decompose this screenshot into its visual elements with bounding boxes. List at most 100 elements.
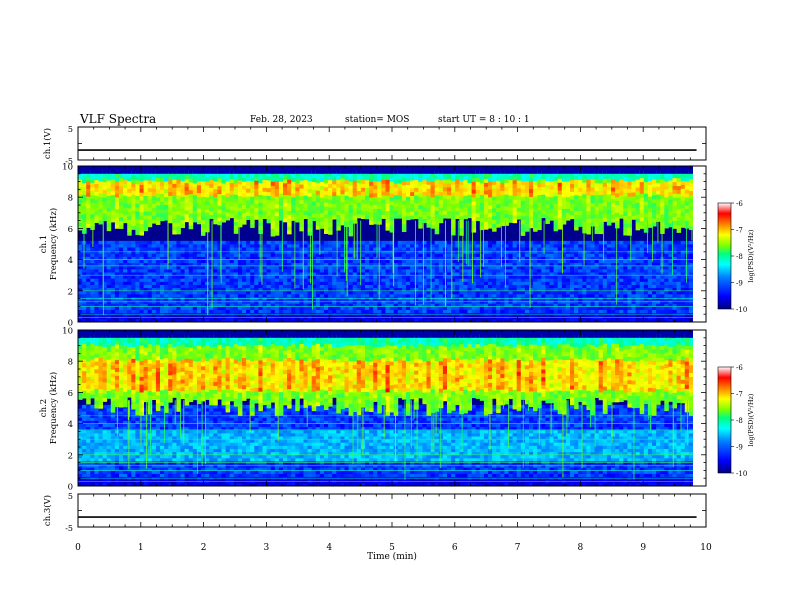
noise-cell: [541, 240, 546, 245]
noise-cell: [529, 272, 534, 276]
noise-cell: [291, 272, 296, 276]
emission-cell: [250, 223, 255, 228]
noise-cell: [324, 284, 329, 289]
noise-cell: [151, 265, 157, 270]
noise-cell: [266, 309, 272, 314]
emission-cell: [143, 172, 149, 177]
noise-cell: [151, 287, 157, 292]
noise-cell: [389, 265, 395, 270]
noise-cell: [196, 278, 202, 282]
noise-cell: [147, 253, 153, 257]
noise-cell: [479, 256, 485, 260]
noise-cell: [176, 284, 181, 289]
noise-cell: [504, 240, 509, 245]
noise-cell: [652, 247, 657, 251]
noise-cell: [352, 318, 358, 323]
noise-cell: [98, 268, 103, 273]
emission-cell: [82, 190, 87, 195]
emission-cell: [229, 186, 235, 191]
noise-cell: [209, 256, 214, 260]
noise-cell: [246, 259, 251, 264]
noise-cell: [467, 278, 472, 282]
noise-cell: [365, 318, 370, 323]
noise-cell: [258, 275, 263, 279]
noise-cell: [262, 287, 267, 292]
noise-cell: [270, 275, 276, 279]
top-cell: [106, 166, 112, 174]
noise-cell: [508, 253, 513, 257]
emission-cell: [237, 187, 243, 193]
noise-cell: [652, 265, 657, 270]
noise-cell: [155, 240, 161, 245]
noise-cell: [192, 318, 198, 323]
noise-cell: [471, 278, 477, 282]
noise-cell: [520, 284, 526, 289]
noise-cell: [278, 247, 284, 251]
noise-cell: [303, 287, 308, 292]
noise-cell: [602, 303, 608, 307]
noise-cell: [451, 303, 456, 307]
emission-cell: [119, 205, 124, 210]
noise-cell: [332, 309, 337, 314]
noise-cell: [508, 244, 513, 248]
noise-cell: [266, 256, 272, 260]
emission-cell: [242, 208, 247, 213]
noise-cell: [324, 268, 329, 273]
noise-cell: [233, 268, 239, 273]
emission-cell: [151, 176, 157, 181]
noise-cell: [188, 244, 194, 248]
emission-cell: [184, 217, 190, 223]
emission-cell: [196, 180, 202, 186]
noise-cell: [135, 262, 140, 267]
noise-cell: [90, 262, 95, 267]
noise-cell: [602, 268, 608, 273]
noise-cell: [475, 244, 481, 248]
emission-cell: [143, 211, 149, 216]
noise-cell: [590, 265, 595, 270]
noise-cell: [360, 290, 366, 295]
noise-cell: [668, 275, 673, 279]
noise-cell: [414, 290, 419, 295]
noise-cell: [639, 290, 645, 295]
noise-cell: [106, 278, 112, 282]
noise-cell: [385, 287, 390, 292]
noise-cell: [549, 290, 554, 295]
noise-cell: [192, 275, 198, 279]
noise-cell: [135, 259, 140, 264]
noise-cell: [94, 247, 99, 251]
noise-cell: [94, 309, 99, 314]
noise-cell: [237, 265, 243, 270]
noise-cell: [561, 303, 567, 307]
noise-cell: [225, 287, 231, 292]
emission-cell: [295, 183, 300, 188]
noise-cell: [680, 303, 686, 307]
top-cell: [303, 166, 308, 174]
noise-cell: [586, 290, 591, 295]
noise-cell: [233, 309, 239, 314]
noise-cell: [196, 265, 202, 270]
noise-cell: [520, 278, 526, 282]
emission-cell: [209, 206, 214, 212]
noise-cell: [221, 275, 226, 279]
noise-cell: [438, 318, 444, 323]
emission-cell: [135, 187, 140, 193]
emission-cell: [258, 179, 263, 184]
noise-cell: [123, 272, 128, 276]
noise-cell: [422, 256, 427, 260]
noise-cell: [307, 253, 313, 257]
emission-cell: [262, 183, 267, 188]
noise-cell: [565, 265, 571, 270]
noise-cell: [160, 272, 165, 276]
emission-cell: [266, 207, 272, 212]
noise-cell: [114, 256, 120, 260]
noise-cell: [488, 278, 493, 282]
noise-cell: [529, 244, 534, 248]
emission-cell: [102, 197, 108, 202]
emission-cell: [213, 192, 218, 197]
noise-cell: [561, 318, 567, 323]
emission-cell: [106, 203, 112, 208]
noise-cell: [287, 293, 292, 298]
emission-cell: [266, 176, 272, 181]
noise-cell: [332, 272, 337, 276]
noise-cell: [340, 306, 345, 310]
